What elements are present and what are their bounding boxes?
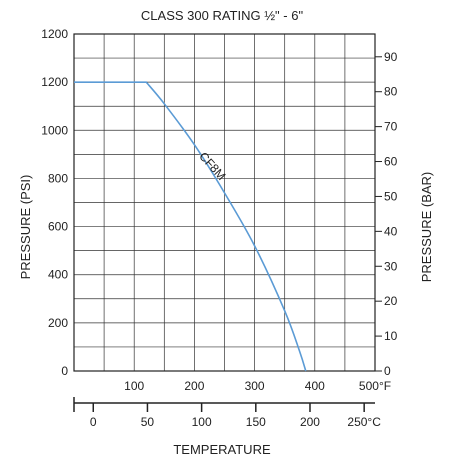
plot-frame (73, 33, 376, 372)
x-tick-label-c: 50 (141, 415, 155, 429)
x-tick-label-c: 150 (246, 415, 266, 429)
x-tick-label-c: 250°C (347, 415, 381, 429)
x-tick-label-f: 400 (305, 379, 325, 393)
y-tick-label-psi: 1200 (41, 75, 68, 89)
y-tick-label-psi: 400 (48, 268, 68, 282)
x-tick-label-c: 0 (90, 415, 97, 429)
y-tick-label-psi: 1000 (41, 123, 68, 137)
x-tick-label-c: 100 (192, 415, 212, 429)
y-tick-label-bar: 80 (384, 85, 398, 99)
y-tick-label-psi: 800 (48, 171, 68, 185)
y-tick-label-bar: 20 (384, 294, 398, 308)
y-tick-label-bar: 40 (384, 224, 398, 238)
series-line-cf8m (74, 81, 307, 372)
y-tick-label-bar: 0 (384, 364, 391, 378)
x-tick-label-f: 200 (184, 379, 204, 393)
x-tick-label-f: 500°F (359, 379, 391, 393)
y-axis-label-psi: PRESSURE (PSI) (18, 175, 33, 280)
x-tick-label-f: 100 (124, 379, 144, 393)
y-tick-label-bar: 70 (384, 120, 398, 134)
y-tick-label-bar: 90 (384, 50, 398, 64)
y-tick-label-bar: 50 (384, 189, 398, 203)
axis-ticks: 0200400600800100012001200010203040506070… (41, 27, 397, 429)
y-tick-label-psi: 200 (48, 316, 68, 330)
y-axis-label-bar: PRESSURE (BAR) (419, 172, 434, 283)
chart-title: CLASS 300 RATING ½" - 6" (141, 8, 304, 23)
y-tick-label-bar: 10 (384, 329, 398, 343)
y-tick-label-psi: 0 (61, 364, 68, 378)
x-axis-label: TEMPERATURE (173, 442, 271, 457)
y-tick-label-bar: 60 (384, 155, 398, 169)
y-tick-label-bar: 30 (384, 259, 398, 273)
y-tick-label-psi: 1200 (41, 27, 68, 41)
grid-lines (74, 34, 375, 371)
x-tick-label-f: 300 (245, 379, 265, 393)
x-tick-label-c: 200 (300, 415, 320, 429)
y-tick-label-psi: 600 (48, 220, 68, 234)
